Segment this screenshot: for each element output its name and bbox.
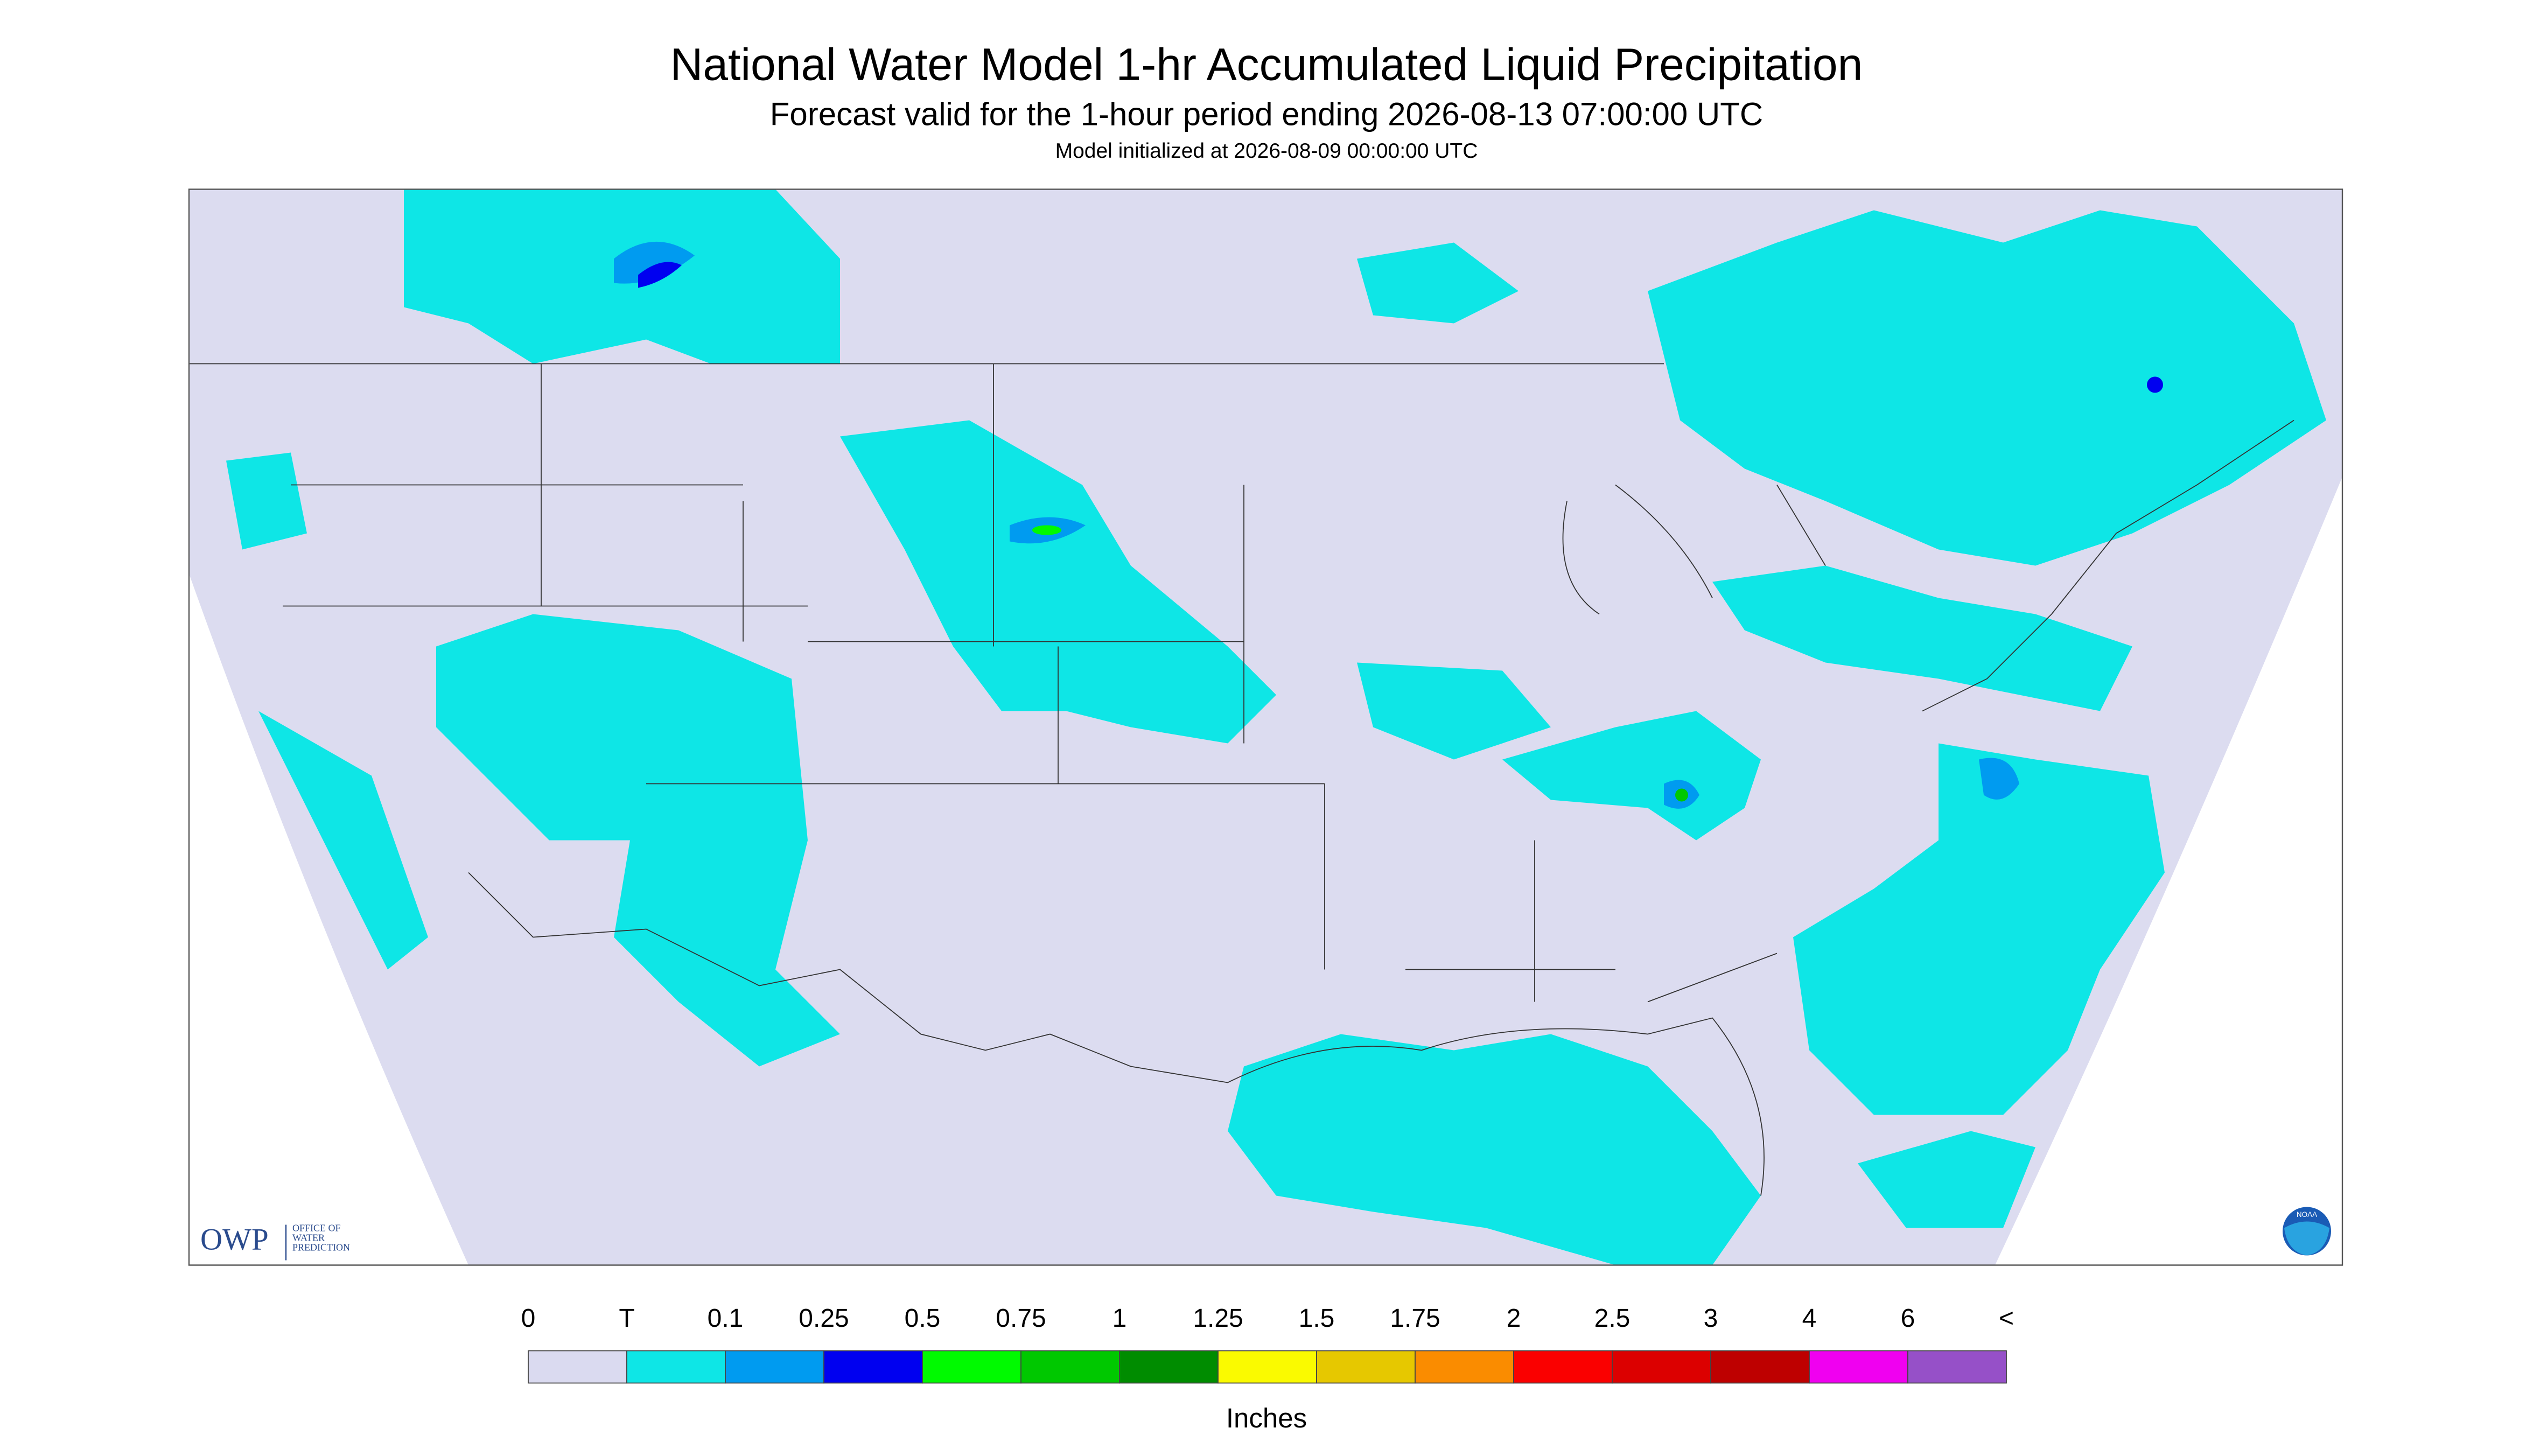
owp-logo: OWP OFFICE OF WATER PREDICTION <box>200 1223 350 1261</box>
legend-swatch <box>1119 1350 1219 1384</box>
legend-swatch <box>626 1350 726 1384</box>
legend-label: 2.5 <box>1594 1304 1631 1333</box>
legend-label: 0 <box>521 1304 536 1333</box>
map <box>188 188 2343 1266</box>
legend-label: 0.25 <box>799 1304 849 1333</box>
legend-swatch <box>1612 1350 1711 1384</box>
legend-label: 4 <box>1802 1304 1817 1333</box>
legend-label: 0.5 <box>905 1304 941 1333</box>
legend-swatch <box>1710 1350 1810 1384</box>
owp-logo-text: OWP <box>200 1223 269 1257</box>
title: National Water Model 1-hr Accumulated Li… <box>670 39 1863 90</box>
legend-label: 1 <box>1112 1304 1127 1333</box>
noaa-text: NOAA <box>2297 1210 2317 1219</box>
legend-label: 0.1 <box>708 1304 744 1333</box>
legend-swatch <box>1513 1350 1613 1384</box>
legend-label: 0.75 <box>996 1304 1046 1333</box>
color-legend: Inches 0 T 0.1 0.25 0.5 0.75 1 1.25 1.5 1.75 2 2.5 3… <box>521 1304 2014 1433</box>
map-frame <box>188 188 2343 1266</box>
legend-label: 1.25 <box>1193 1304 1243 1333</box>
legend-swatch <box>823 1350 923 1384</box>
legend-swatch <box>528 1350 627 1384</box>
owp-line: OFFICE OF <box>292 1223 341 1234</box>
precip-areas <box>226 189 2326 1265</box>
noaa-logo: NOAA <box>2283 1207 2331 1256</box>
owp-line: PREDICTION <box>292 1242 350 1253</box>
subtitle: Forecast valid for the 1-hour period end… <box>770 96 1763 132</box>
legend-label: 2 <box>1507 1304 1521 1333</box>
legend-label: T <box>619 1304 634 1333</box>
legend-swatch <box>1809 1350 1908 1384</box>
legend-label: 1.75 <box>1390 1304 1440 1333</box>
legend-swatch <box>1907 1350 2007 1384</box>
legend-label: < <box>1999 1304 2014 1333</box>
legend-swatch <box>1415 1350 1514 1384</box>
legend-label: 6 <box>1901 1304 1915 1333</box>
legend-swatch <box>725 1350 824 1384</box>
legend-swatch <box>1217 1350 1317 1384</box>
init-time: Model initialized at 2026-08-09 00:00:00… <box>1055 139 1478 163</box>
legend-label: 1.5 <box>1299 1304 1335 1333</box>
legend-unit: Inches <box>1226 1403 1307 1433</box>
legend-swatch <box>1020 1350 1120 1384</box>
legend-label: 3 <box>1704 1304 1718 1333</box>
legend-swatch <box>1316 1350 1416 1384</box>
owp-line: WATER <box>292 1233 325 1243</box>
legend-swatch <box>922 1350 1021 1384</box>
boundaries <box>189 363 2294 1196</box>
